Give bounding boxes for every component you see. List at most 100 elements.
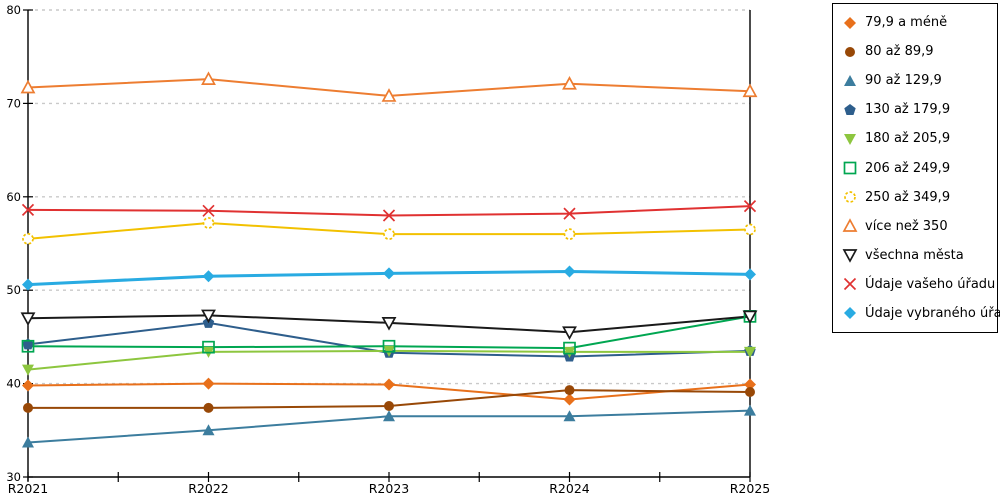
- data-point-x-marker: [563, 207, 576, 220]
- data-point-x-marker: [202, 204, 215, 217]
- data-point-square-marker: [21, 339, 35, 353]
- data-point-diamond-marker: [202, 270, 215, 283]
- legend-label: všechna města: [865, 247, 964, 263]
- legend-pentagon-icon: [844, 103, 856, 115]
- legend-circle-icon: [845, 46, 855, 57]
- data-point-triangle-down-marker: [381, 317, 397, 331]
- data-point-circle-marker: [22, 232, 34, 245]
- data-point-triangle-down-marker: [22, 364, 34, 376]
- series-line-9: [27, 205, 751, 217]
- legend-label: 90 až 129,9: [865, 73, 942, 89]
- data-point-diamond-marker: [744, 378, 756, 391]
- legend-triangle-up-icon: [842, 218, 858, 233]
- data-point-diamond-marker: [383, 267, 395, 280]
- data-point-triangle-down-marker: [744, 346, 756, 358]
- legend-triangle-up-icon: [844, 74, 856, 86]
- legend-label: 130 až 179,9: [865, 102, 951, 118]
- legend-triangle-down-icon: [844, 133, 856, 145]
- legend-circle-icon: [844, 191, 856, 203]
- data-point-triangle-up-marker: [744, 404, 756, 416]
- data-point-x-marker: [743, 200, 757, 213]
- legend-item: 206 až 249,9: [842, 153, 993, 182]
- legend-item: všechna města: [842, 241, 993, 270]
- y-tick-label: 70: [6, 96, 21, 110]
- legend-triangle-down-icon: [844, 133, 856, 145]
- legend-label: více než 350: [865, 218, 948, 234]
- legend-item: 79,9 a méně: [842, 8, 993, 37]
- legend-label: 180 až 205,9: [865, 131, 951, 147]
- legend-triangle-up-icon: [844, 74, 856, 86]
- legend-item: Údaje vašeho úřadu: [842, 270, 995, 299]
- data-point-triangle-up-marker: [381, 88, 397, 102]
- data-point-circle-marker: [563, 228, 576, 241]
- data-point-triangle-up-marker: [562, 76, 577, 90]
- chart-legend: 79,9 a méně 80 až 89,9 90 až 129,9 130 až 1…: [832, 3, 1000, 334]
- legend-diamond-icon: [844, 16, 856, 29]
- data-point-triangle-up-marker: [563, 410, 576, 422]
- legend-diamond-icon: [844, 307, 856, 320]
- x-tick-label: R2024: [549, 481, 590, 496]
- data-point-diamond-marker: [563, 265, 576, 278]
- data-point-square-marker: [202, 340, 215, 354]
- x-tick-label: R2021: [8, 481, 49, 496]
- data-point-triangle-up-marker: [20, 79, 36, 94]
- data-point-circle-marker: [23, 402, 33, 413]
- data-point-triangle-down-marker: [742, 310, 758, 325]
- data-point-triangle-down-marker: [563, 346, 576, 358]
- data-point-triangle-up-marker: [201, 71, 216, 85]
- data-point-diamond-marker: [22, 278, 34, 291]
- legend-x-icon: [843, 278, 857, 291]
- legend-label: 206 až 249,9: [865, 160, 951, 176]
- y-tick-label: 30: [6, 470, 21, 484]
- data-point-x-marker: [21, 203, 35, 216]
- legend-triangle-up-icon: [842, 218, 858, 233]
- data-point-circle-marker: [202, 217, 215, 229]
- data-point-square-marker: [382, 339, 396, 353]
- data-point-triangle-up-marker: [742, 83, 758, 98]
- legend-pentagon-icon: [844, 103, 856, 115]
- legend-item: 250 až 349,9: [842, 183, 993, 212]
- x-tick-label: R2023: [369, 481, 410, 496]
- data-point-diamond-marker: [22, 379, 34, 392]
- x-tick-label: R2025: [730, 481, 771, 496]
- data-point-diamond-marker: [383, 378, 395, 391]
- legend-label: Údaje vybraného úřadu: [865, 305, 1000, 321]
- data-point-diamond-marker: [563, 393, 576, 406]
- data-point-circle-marker: [384, 401, 394, 412]
- data-point-triangle-down-marker: [562, 326, 577, 341]
- legend-item: Údaje vybraného úřadu: [842, 299, 1000, 328]
- data-point-diamond-marker: [202, 377, 215, 390]
- legend-item: 180 až 205,9: [842, 124, 993, 153]
- y-tick-label: 40: [6, 377, 21, 391]
- data-point-triangle-up-marker: [202, 424, 215, 436]
- legend-circle-icon: [844, 191, 856, 203]
- legend-x-icon: [843, 278, 857, 291]
- legend-diamond-icon: [844, 16, 856, 29]
- y-tick-label: 80: [6, 3, 21, 17]
- legend-square-icon: [843, 161, 857, 175]
- y-tick-label: 60: [6, 190, 21, 204]
- legend-label: 250 až 349,9: [865, 189, 951, 205]
- data-point-triangle-down-marker: [20, 312, 36, 326]
- legend-triangle-down-icon: [842, 249, 858, 264]
- y-tick-label: 50: [6, 283, 21, 297]
- legend-label: 79,9 a méně: [865, 15, 948, 31]
- data-point-x-marker: [382, 209, 396, 222]
- legend-item: 130 až 179,9: [842, 95, 993, 124]
- data-point-circle-marker: [203, 402, 214, 413]
- data-point-diamond-marker: [744, 268, 756, 281]
- data-point-triangle-up-marker: [383, 410, 395, 422]
- legend-square-icon: [843, 161, 857, 175]
- legend-circle-icon: [845, 46, 855, 57]
- data-point-circle-marker: [564, 385, 575, 396]
- data-point-triangle-up-marker: [22, 436, 34, 448]
- data-point-square-marker: [563, 341, 576, 355]
- data-point-triangle-down-marker: [201, 309, 216, 324]
- legend-item: 90 až 129,9: [842, 66, 993, 95]
- legend-label: 80 až 89,9: [865, 44, 934, 60]
- legend-item: 80 až 89,9: [842, 37, 993, 66]
- legend-diamond-icon: [844, 307, 856, 320]
- x-tick-label: R2022: [188, 481, 229, 496]
